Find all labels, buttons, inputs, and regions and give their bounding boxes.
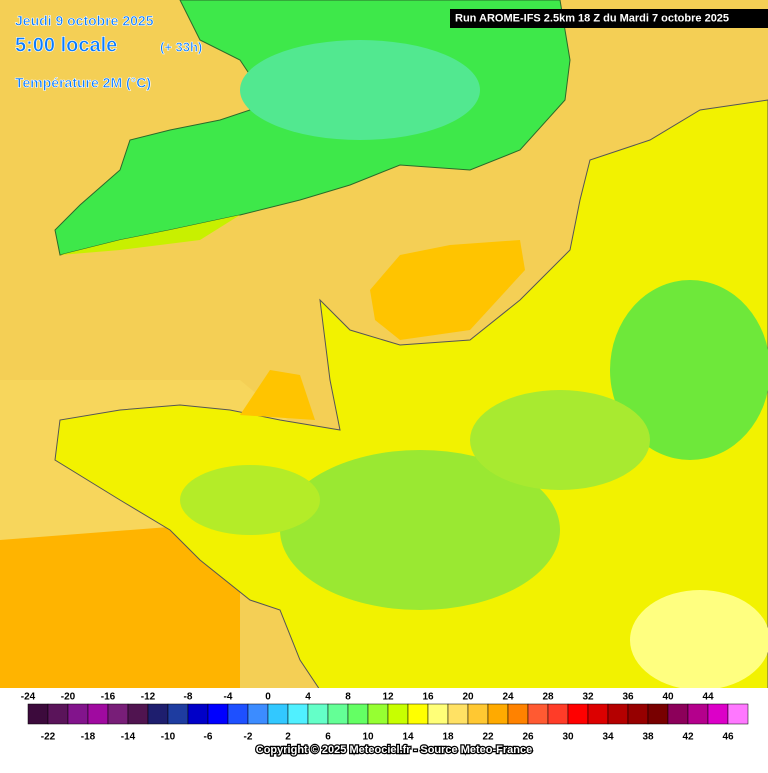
legend-box: [167, 703, 189, 725]
legend-label: 18: [442, 732, 454, 743]
legend-label: 20: [462, 692, 474, 703]
legend-box: [67, 703, 89, 725]
legend-label: 12: [382, 692, 394, 703]
legend-label: 0: [265, 692, 271, 703]
legend-box: [467, 703, 489, 725]
legend-box: [567, 703, 589, 725]
legend-panel: [0, 688, 768, 768]
cool-patch: [240, 40, 480, 140]
legend-box: [347, 703, 369, 725]
mild-patch: [470, 390, 650, 490]
legend-box: [207, 703, 229, 725]
legend-box: [587, 703, 609, 725]
legend-box: [507, 703, 529, 725]
legend-label: -14: [121, 732, 136, 743]
legend-label: -4: [224, 692, 233, 703]
legend-box: [407, 703, 429, 725]
mild-patch: [610, 280, 768, 460]
lead: (+ 33h): [160, 39, 202, 54]
legend-label: 6: [325, 732, 331, 743]
color-legend: -24-22-20-18-16-14-12-10-8-6-4-202468101…: [21, 692, 749, 743]
legend-label: 14: [402, 732, 414, 743]
mild-patch: [180, 465, 320, 535]
legend-box: [187, 703, 209, 725]
warm-sea-patch: [370, 240, 525, 340]
legend-label: -6: [204, 732, 213, 743]
legend-label: 8: [345, 692, 351, 703]
legend-label: -24: [21, 692, 36, 703]
legend-label: 28: [542, 692, 554, 703]
legend-label: 16: [422, 692, 434, 703]
legend-box: [87, 703, 109, 725]
legend-box: [447, 703, 469, 725]
legend-box: [647, 703, 669, 725]
legend-label: -10: [161, 732, 176, 743]
legend-label: -12: [141, 692, 156, 703]
legend-box: [127, 703, 149, 725]
legend-box: [47, 703, 69, 725]
legend-box: [367, 703, 389, 725]
legend-box: [307, 703, 329, 725]
date: Jeudi 9 octobre 2025: [15, 13, 154, 29]
legend-box: [547, 703, 569, 725]
warm-sea-patch: [240, 370, 315, 420]
legend-label: 42: [682, 732, 694, 743]
legend-box: [227, 703, 249, 725]
run-label: Run AROME-IFS 2.5km 18 Z du Mardi 7 octo…: [455, 12, 729, 24]
legend-label: -18: [81, 732, 96, 743]
parameter: Température 2M (°C): [15, 75, 151, 91]
legend-box: [527, 703, 549, 725]
legend-box: [487, 703, 509, 725]
legend-label: -22: [41, 732, 56, 743]
coast-band: [60, 215, 240, 255]
copyright: Copyright © 2025 Meteociel.fr - Source M…: [256, 744, 532, 756]
legend-label: 38: [642, 732, 654, 743]
legend-label: 10: [362, 732, 374, 743]
legend-label: 2: [285, 732, 291, 743]
legend-label: 4: [305, 692, 311, 703]
legend-label: 32: [582, 692, 594, 703]
legend-box: [687, 703, 709, 725]
legend-box: [27, 703, 49, 725]
legend-box: [387, 703, 409, 725]
legend-box: [727, 703, 749, 725]
legend-label: 34: [602, 732, 614, 743]
legend-label: 36: [622, 692, 634, 703]
legend-label: 24: [502, 692, 514, 703]
legend-box: [267, 703, 289, 725]
legend-box: [327, 703, 349, 725]
run-box: [450, 9, 768, 28]
legend-label: 46: [722, 732, 734, 743]
legend-box: [287, 703, 309, 725]
legend-box: [107, 703, 129, 725]
legend-label: -2: [244, 732, 253, 743]
legend-box: [607, 703, 629, 725]
legend-box: [247, 703, 269, 725]
warm-patch: [630, 590, 768, 690]
legend-label: 26: [522, 732, 534, 743]
legend-label: 44: [702, 692, 714, 703]
legend-box: [147, 703, 169, 725]
legend-label: 40: [662, 692, 674, 703]
legend-box: [707, 703, 729, 725]
time: 5:00 locale: [15, 34, 117, 56]
legend-box: [667, 703, 689, 725]
legend-label: 22: [482, 732, 494, 743]
legend-label: -8: [184, 692, 193, 703]
legend-label: -16: [101, 692, 116, 703]
legend-label: -20: [61, 692, 76, 703]
legend-box: [627, 703, 649, 725]
mild-patch: [280, 450, 560, 610]
legend-box: [427, 703, 449, 725]
legend-label: 30: [562, 732, 574, 743]
